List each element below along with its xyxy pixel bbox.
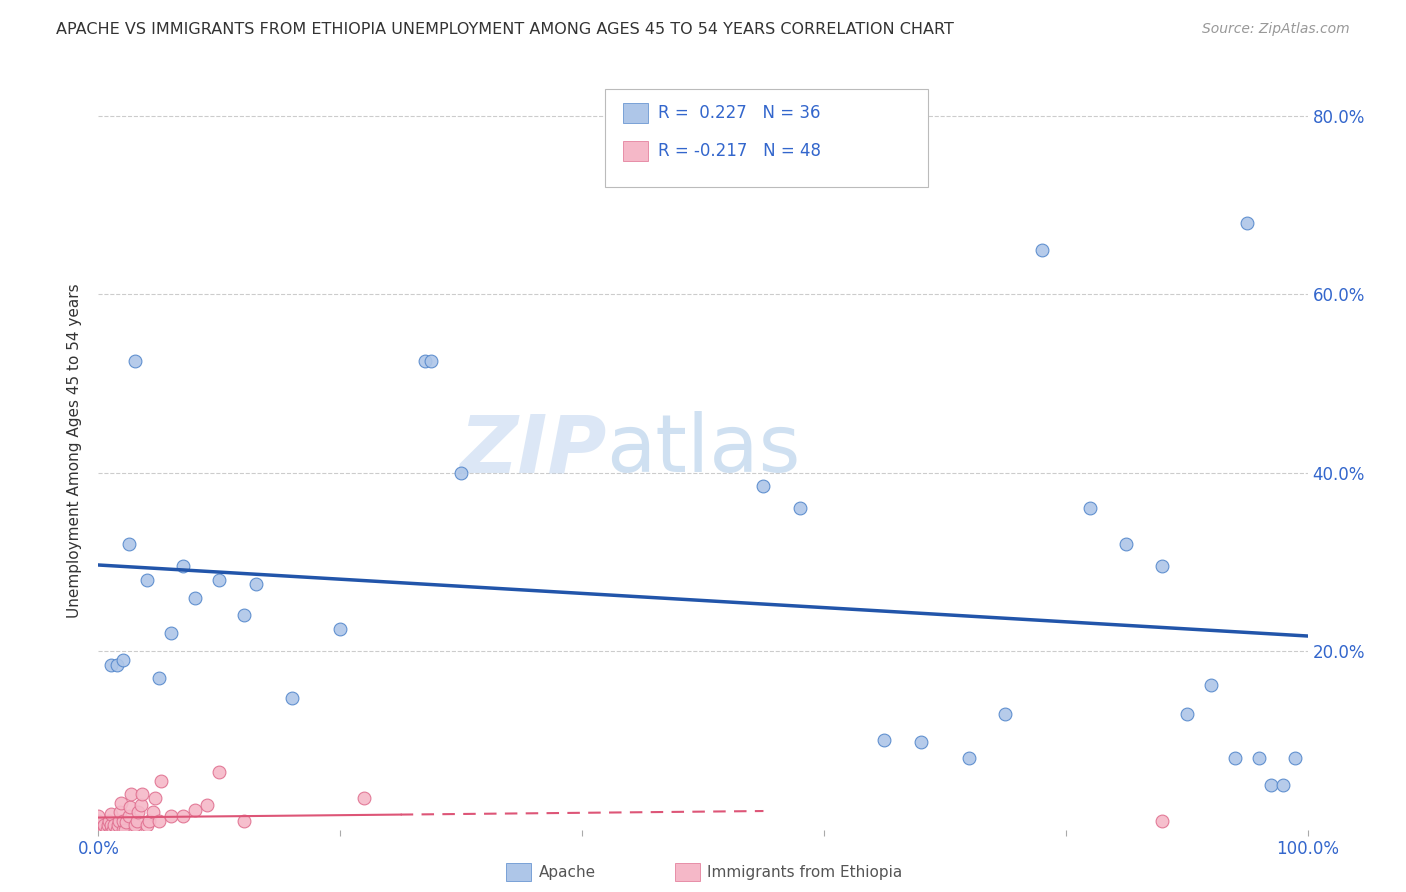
Point — [127, 805, 149, 819]
Point — [208, 573, 231, 587]
Point — [1272, 778, 1295, 792]
Point — [111, 814, 134, 828]
Point — [353, 791, 375, 805]
Text: Immigrants from Ethiopia: Immigrants from Ethiopia — [707, 865, 903, 880]
Point — [281, 690, 304, 705]
Point — [100, 818, 122, 832]
Point — [1284, 751, 1306, 765]
Text: R = -0.217   N = 48: R = -0.217 N = 48 — [658, 142, 821, 160]
Point — [142, 805, 165, 819]
Text: Source: ZipAtlas.com: Source: ZipAtlas.com — [1202, 22, 1350, 37]
Text: R =  0.227   N = 36: R = 0.227 N = 36 — [658, 104, 821, 122]
Point — [118, 809, 141, 823]
Point — [143, 791, 166, 805]
Point — [110, 796, 132, 810]
Point — [1031, 243, 1053, 257]
Point — [420, 354, 443, 368]
Point — [101, 822, 124, 837]
Point — [107, 818, 129, 832]
Point — [131, 787, 153, 801]
Point — [1199, 678, 1222, 692]
Point — [87, 822, 110, 837]
Text: Apache: Apache — [538, 865, 596, 880]
Point — [96, 822, 118, 837]
Point — [118, 537, 141, 551]
Point — [97, 818, 120, 832]
Point — [245, 577, 267, 591]
Point — [100, 822, 122, 837]
Point — [232, 608, 254, 623]
Point — [150, 773, 173, 788]
Point — [232, 814, 254, 828]
Point — [910, 735, 932, 749]
Point — [160, 626, 183, 640]
Point — [1115, 537, 1137, 551]
Point — [98, 814, 121, 828]
Point — [873, 733, 896, 747]
Y-axis label: Unemployment Among Ages 45 to 54 years: Unemployment Among Ages 45 to 54 years — [67, 283, 83, 618]
Point — [115, 815, 138, 830]
Point — [172, 809, 194, 823]
Point — [957, 751, 980, 765]
Point — [105, 822, 128, 837]
Point — [752, 479, 775, 493]
Point — [184, 591, 207, 605]
Point — [87, 814, 110, 828]
Point — [93, 818, 115, 832]
Point — [148, 814, 170, 828]
Text: APACHE VS IMMIGRANTS FROM ETHIOPIA UNEMPLOYMENT AMONG AGES 45 TO 54 YEARS CORREL: APACHE VS IMMIGRANTS FROM ETHIOPIA UNEMP… — [56, 22, 955, 37]
Point — [87, 809, 110, 823]
Point — [148, 671, 170, 685]
Point — [124, 354, 146, 368]
Point — [105, 657, 128, 672]
Point — [100, 657, 122, 672]
Point — [208, 764, 231, 779]
Point — [195, 797, 218, 812]
Point — [1249, 751, 1271, 765]
Point — [450, 466, 472, 480]
Point — [87, 822, 110, 837]
Point — [138, 814, 160, 828]
Point — [124, 818, 146, 832]
Point — [135, 573, 157, 587]
Point — [1175, 706, 1198, 721]
Point — [172, 559, 194, 574]
Point — [87, 818, 110, 832]
Point — [160, 809, 183, 823]
Point — [329, 622, 352, 636]
Point — [108, 814, 131, 828]
Point — [789, 501, 811, 516]
Point — [1078, 501, 1101, 516]
Point — [114, 822, 136, 837]
Point — [100, 806, 122, 821]
Point — [1260, 778, 1282, 792]
Point — [994, 706, 1017, 721]
Point — [87, 822, 110, 837]
Text: ZIP: ZIP — [458, 411, 606, 490]
Point — [127, 814, 149, 828]
Point — [1236, 216, 1258, 230]
Point — [184, 803, 207, 817]
Point — [108, 805, 131, 819]
Point — [1223, 751, 1246, 765]
Text: atlas: atlas — [606, 411, 800, 490]
Point — [120, 787, 142, 801]
Point — [93, 822, 115, 837]
Point — [118, 800, 141, 814]
Point — [135, 818, 157, 832]
Point — [1152, 814, 1174, 828]
Point — [103, 818, 125, 832]
Point — [129, 797, 152, 812]
Point — [413, 354, 436, 368]
Point — [111, 653, 134, 667]
Point — [124, 822, 146, 837]
Point — [111, 822, 134, 837]
Point — [1152, 559, 1174, 574]
